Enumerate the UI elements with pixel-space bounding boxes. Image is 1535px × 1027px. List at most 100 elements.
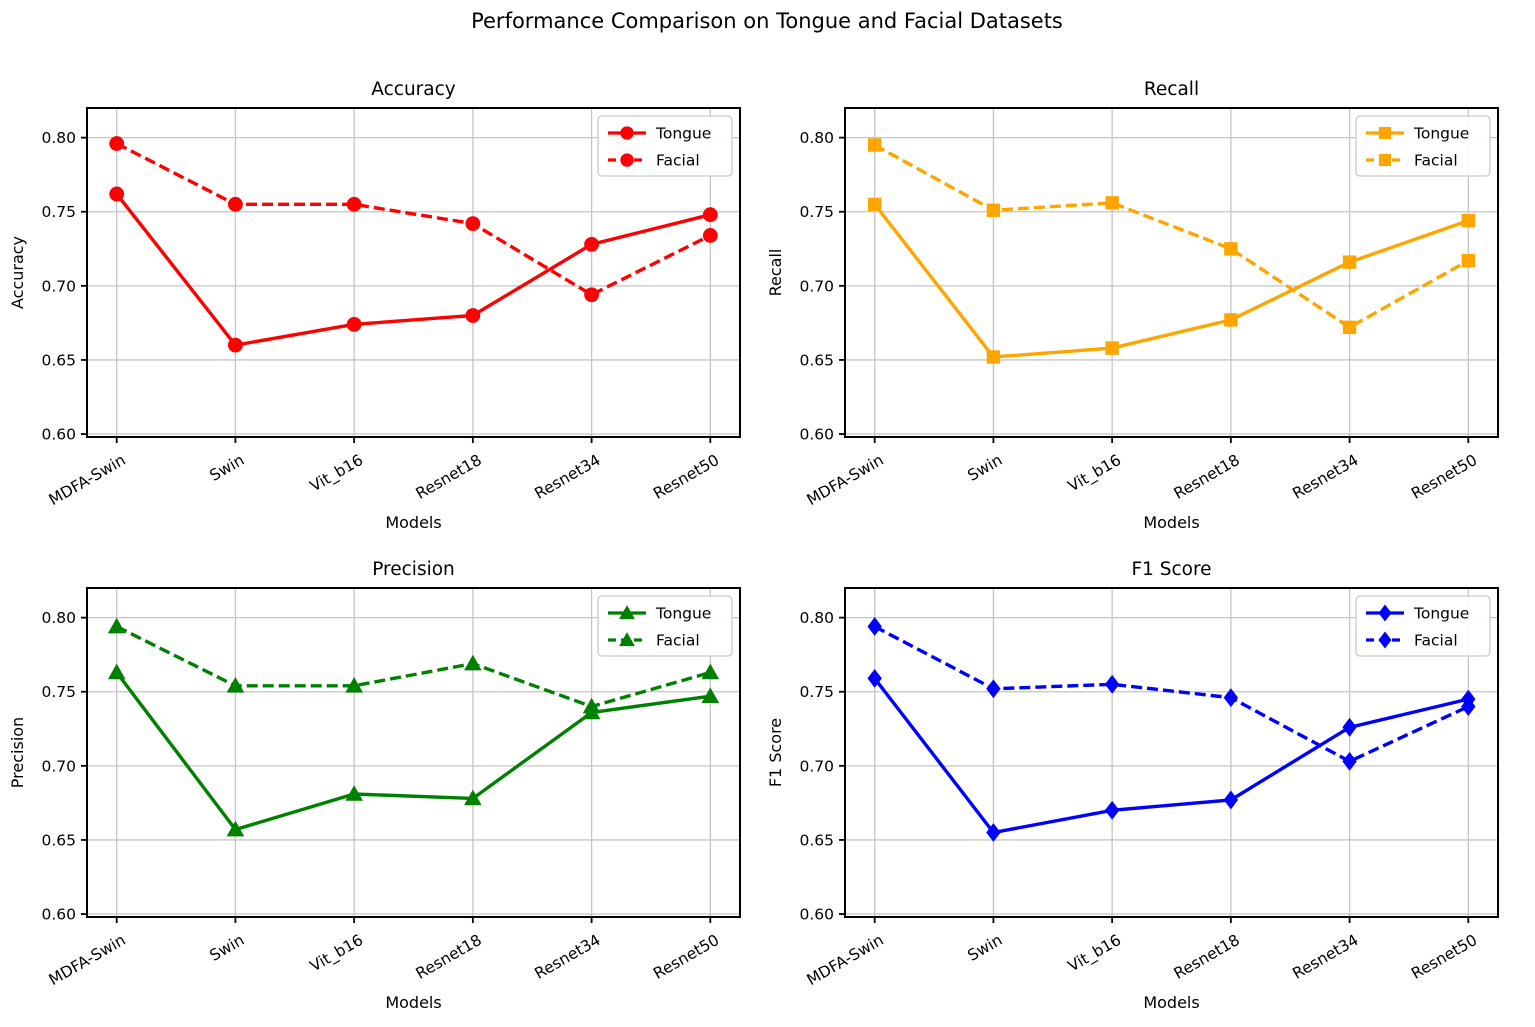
series-marker-facial — [107, 617, 126, 634]
y-tick-label: 0.75 — [41, 683, 76, 701]
series-marker-tongue — [986, 823, 1001, 842]
series-marker-facial — [1223, 688, 1239, 708]
y-tick-label: 0.60 — [41, 906, 76, 924]
series-marker-facial — [1342, 751, 1357, 771]
x-tick-label: Resnet34 — [531, 931, 603, 983]
x-tick-label: Resnet50 — [650, 931, 722, 983]
series-line-facial — [873, 625, 1470, 764]
x-tick-label: Resnet50 — [650, 451, 722, 503]
axis-title: Accuracy — [371, 79, 456, 100]
y-tick-label: 0.70 — [41, 277, 76, 295]
series-marker-tongue — [986, 350, 1001, 364]
x-tick-label: Vit_b16 — [1065, 451, 1125, 496]
series-marker-tongue — [1105, 341, 1119, 355]
series-marker-tongue — [584, 236, 599, 252]
axis-title: F1 Score — [1131, 559, 1211, 580]
accuracy-chart: MDFA-Swin Swin Vit_b16 Resnet18 Resnet34 Resn… — [8, 79, 741, 532]
series-marker-tongue — [701, 687, 720, 703]
legend-label-facial: Facial — [656, 152, 700, 170]
x-tick-label: Resnet18 — [413, 451, 485, 503]
legend-marker-tongue — [619, 605, 635, 620]
axes-spine — [86, 107, 741, 438]
legend-label-tongue: Tongue — [1413, 605, 1469, 623]
series-marker-tongue — [1461, 213, 1476, 228]
legend-label-tongue: Tongue — [655, 605, 711, 623]
series-marker-tongue — [1223, 790, 1239, 810]
series-line-facial — [115, 142, 712, 297]
series-marker-tongue — [465, 308, 481, 323]
legend-marker-tongue — [1378, 604, 1392, 622]
x-tick-label: Swin — [965, 451, 1006, 485]
legend-label-tongue: Tongue — [655, 125, 711, 143]
y-tick-label: 0.65 — [799, 831, 834, 849]
x-tick-label: Resnet18 — [1171, 931, 1243, 983]
f1-score-chart: MDFA-Swin Swin Vit_b16 Resnet18 Resnet34 Resn… — [766, 559, 1499, 1012]
x-tick-label: MDFA-Swin — [46, 931, 129, 989]
x-tick-label: Resnet34 — [1289, 931, 1361, 983]
x-axis-label: Models — [1143, 513, 1199, 532]
y-tick-label: 0.70 — [799, 757, 834, 775]
series-marker-facial — [1342, 320, 1357, 335]
axis-title: Recall — [1144, 79, 1199, 100]
series-marker-facial — [701, 663, 720, 680]
precision-chart: MDFA-Swin Swin Vit_b16 Resnet18 Resnet34 Resn… — [8, 559, 741, 1012]
axes-spine — [844, 587, 1499, 918]
y-tick-label: 0.65 — [41, 831, 76, 849]
series-line-facial — [115, 625, 711, 709]
series-marker-facial — [1104, 674, 1120, 694]
series-line-tongue — [115, 671, 711, 832]
series-line-facial — [873, 143, 1470, 330]
legend-marker-tongue — [620, 126, 634, 140]
y-axis-label: Precision — [8, 717, 27, 788]
legend-marker-facial — [1378, 631, 1392, 649]
series-marker-tongue — [109, 186, 125, 202]
series-marker-facial — [226, 677, 245, 693]
y-tick-label: 0.80 — [41, 129, 76, 147]
y-tick-label: 0.65 — [41, 351, 76, 369]
series-marker-tongue — [345, 785, 363, 801]
series-marker-facial — [1461, 697, 1476, 716]
axes-spine — [844, 107, 1499, 438]
axes-spine — [86, 587, 741, 918]
x-tick-label: Resnet50 — [1408, 451, 1480, 503]
legend-label-tongue: Tongue — [1413, 125, 1469, 143]
x-tick-label: Resnet18 — [1171, 451, 1243, 503]
y-axis-label: Recall — [766, 249, 785, 297]
series-line-tongue — [873, 203, 1469, 359]
x-tick-label: Resnet18 — [413, 931, 485, 983]
x-tick-label: Swin — [965, 931, 1006, 965]
x-tick-label: Swin — [207, 931, 248, 965]
axis-title: Precision — [372, 559, 455, 580]
series-marker-facial — [346, 196, 362, 212]
series-marker-tongue — [226, 820, 245, 837]
y-tick-label: 0.80 — [799, 609, 834, 627]
series-marker-tongue — [867, 197, 882, 212]
y-tick-label: 0.70 — [41, 757, 76, 775]
recall-chart: MDFA-Swin Swin Vit_b16 Resnet18 Resnet34 Resn… — [766, 79, 1499, 532]
series-marker-facial — [582, 697, 601, 714]
series-line-tongue — [115, 192, 711, 347]
series-marker-tongue — [1342, 255, 1357, 269]
x-tick-label: Resnet34 — [531, 451, 603, 503]
x-axis-label: Models — [1143, 993, 1199, 1012]
series-marker-tongue — [867, 669, 882, 688]
series-marker-facial — [867, 138, 882, 152]
series-marker-tongue — [1342, 717, 1357, 737]
series-marker-tongue — [1104, 800, 1120, 820]
x-axis-label: Models — [385, 993, 441, 1012]
x-tick-label: Vit_b16 — [307, 451, 367, 496]
series-marker-facial — [1105, 196, 1119, 210]
y-tick-label: 0.80 — [41, 609, 76, 627]
series-marker-facial — [702, 228, 718, 243]
y-tick-label: 0.75 — [799, 683, 834, 701]
legend-label-facial: Facial — [1414, 152, 1458, 170]
y-tick-label: 0.65 — [799, 351, 834, 369]
x-tick-label: MDFA-Swin — [804, 931, 887, 989]
series-marker-facial — [986, 203, 1001, 217]
y-axis-label: F1 Score — [766, 718, 785, 787]
y-tick-label: 0.60 — [41, 426, 76, 444]
series-marker-tongue — [702, 207, 718, 223]
x-tick-label: MDFA-Swin — [46, 451, 129, 509]
